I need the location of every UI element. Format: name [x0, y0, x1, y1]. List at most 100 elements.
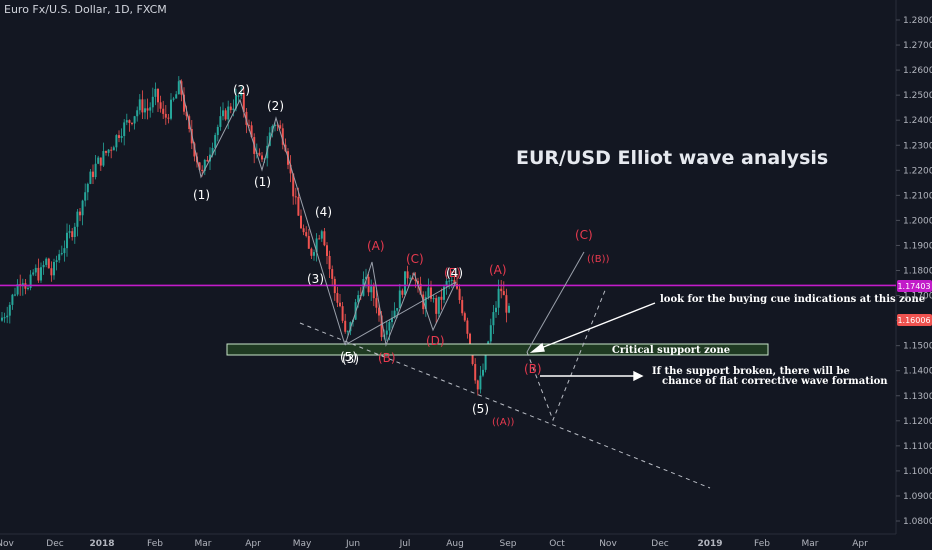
candle-up [58, 254, 61, 261]
candle-up [388, 322, 391, 331]
candle-down [128, 120, 131, 123]
candle-up [320, 231, 323, 239]
candle-up [86, 183, 89, 193]
time-tick-label: Dec [46, 539, 63, 549]
candle-down [469, 333, 471, 347]
candle-up [235, 95, 237, 109]
wave-label-red-double-a: ((A)) [492, 417, 515, 428]
price-tick-label: 1.18000 [903, 267, 932, 277]
candle-up [53, 261, 55, 276]
candle-up [34, 267, 37, 273]
candle-up [76, 211, 79, 227]
candle-up [479, 375, 482, 390]
candle-down [250, 125, 253, 138]
price-tick-label: 1.23000 [903, 141, 932, 151]
time-tick-label: Mar [195, 539, 212, 549]
annotation-support-broken-1: If the support broken, there will be [652, 366, 850, 377]
candle-up [81, 200, 84, 216]
candle-up [393, 310, 396, 318]
candle-up [8, 304, 11, 316]
candle-down [159, 102, 162, 109]
candle-down [157, 88, 159, 103]
wave-label-2: (2) [267, 99, 284, 113]
candle-down [302, 228, 305, 233]
candle-up [346, 331, 349, 333]
candle-down [185, 111, 188, 117]
time-tick-label: Nov [599, 539, 617, 549]
candle-down [206, 159, 209, 162]
candle-down [276, 124, 279, 126]
candle-up [125, 120, 128, 123]
candle-down [261, 155, 263, 160]
candle-down [183, 94, 185, 112]
candle-down [71, 231, 74, 238]
price-tick-label: 1.28000 [903, 16, 932, 26]
wave-label-1: (1) [254, 175, 271, 189]
candle-down [411, 277, 414, 280]
candle-up [133, 116, 136, 124]
candle-down [318, 238, 321, 240]
price-tick-label: 1.11000 [903, 442, 932, 452]
price-tick-label: 1.25000 [903, 91, 932, 101]
candle-down [297, 196, 300, 216]
candle-up [97, 157, 100, 164]
candle-up [40, 267, 42, 281]
candle-down [474, 364, 477, 381]
candle-up [3, 317, 6, 319]
candle-up [232, 108, 235, 111]
candle-up [437, 296, 440, 314]
candle-down [294, 196, 297, 198]
candle-down [372, 286, 375, 299]
candle-down [110, 149, 113, 151]
candle-down [193, 143, 196, 157]
candle-down [164, 113, 167, 118]
candle-down [453, 279, 456, 284]
candle-down [300, 215, 302, 229]
candle-down [336, 293, 339, 303]
price-tick-label: 1.09000 [903, 492, 932, 502]
price-tick-label: 1.19000 [903, 241, 932, 251]
wave-label-5: (5) [340, 350, 357, 364]
candle-up [120, 136, 123, 138]
candle-up [172, 98, 175, 100]
candle-down [146, 108, 149, 111]
time-tick-label: Jul [399, 539, 411, 549]
wave-lines [179, 79, 585, 353]
candle-up [315, 238, 318, 253]
candle-down [292, 173, 295, 197]
time-tick-label: Nov [0, 539, 14, 549]
candle-down [162, 108, 165, 114]
candle-down [307, 236, 310, 249]
wave-label-red-b: (B) [524, 362, 542, 376]
candle-up [409, 277, 412, 279]
annotation-support-broken-2: chance of flat corrective wave formation [662, 376, 888, 387]
candle-up [175, 94, 178, 99]
candle-down [310, 248, 313, 256]
candle-up [240, 92, 243, 96]
candle-down [224, 110, 227, 120]
candle-up [170, 99, 172, 119]
time-tick-label: Feb [147, 539, 163, 549]
time-axis[interactable]: Nov Dec 2018 Feb Mar Apr May Jun Jul Aug Sep Oct Nov… [0, 539, 868, 549]
current-price-tag-label: 1.16006 [897, 316, 930, 325]
wave-label-3: (3) [307, 272, 324, 286]
candle-down [380, 315, 383, 338]
candle-up [497, 288, 500, 308]
resistance-price-tag-label: 1.17403 [897, 282, 930, 291]
candle-down [375, 298, 378, 308]
candle-up [489, 325, 492, 342]
candle-up [396, 308, 399, 311]
candle-up [443, 286, 445, 300]
candle-down [344, 320, 347, 332]
candle-up [29, 274, 32, 288]
candle-up [27, 287, 29, 289]
candle-up [482, 369, 484, 376]
candle-down [326, 245, 328, 256]
candle-down [500, 288, 503, 292]
candle-up [89, 171, 92, 184]
candle-up [55, 260, 58, 262]
time-tick-label: 2019 [697, 539, 722, 549]
price-tick-label: 1.26000 [903, 66, 932, 76]
candle-up [385, 330, 388, 335]
